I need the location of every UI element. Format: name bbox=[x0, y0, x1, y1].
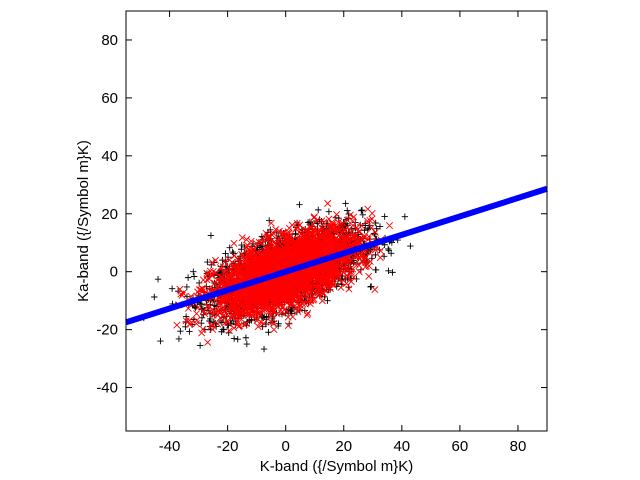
x-tick-label: 20 bbox=[335, 438, 352, 455]
axis-ticks: -40 -20 0 20 40 60 80 -40 -20 0 20 40 60 80 bbox=[96, 11, 547, 455]
x-tick-label: 0 bbox=[282, 438, 290, 455]
fit-line-layer bbox=[125, 185, 548, 326]
regression-line bbox=[125, 185, 548, 326]
x-tick-label: -40 bbox=[159, 438, 181, 455]
y-tick-label: -40 bbox=[96, 380, 118, 397]
y-tick-label: 80 bbox=[101, 32, 118, 49]
x-tick-label: -20 bbox=[217, 438, 239, 455]
y-axis-label: Ka-band ({/Symbol m}K) bbox=[75, 140, 92, 302]
x-tick-label: 80 bbox=[510, 438, 527, 455]
y-tick-label: 40 bbox=[101, 148, 118, 165]
plot-frame bbox=[125, 10, 548, 432]
y-tick-label: 0 bbox=[110, 264, 118, 281]
x-tick-label: 40 bbox=[393, 438, 410, 455]
y-tick-label: 60 bbox=[101, 90, 118, 107]
y-tick-label: -20 bbox=[96, 322, 118, 339]
x-tick-label: 60 bbox=[452, 438, 469, 455]
y-tick-label: 20 bbox=[101, 206, 118, 223]
x-axis-label: K-band ({/Symbol m}K) bbox=[260, 458, 413, 475]
